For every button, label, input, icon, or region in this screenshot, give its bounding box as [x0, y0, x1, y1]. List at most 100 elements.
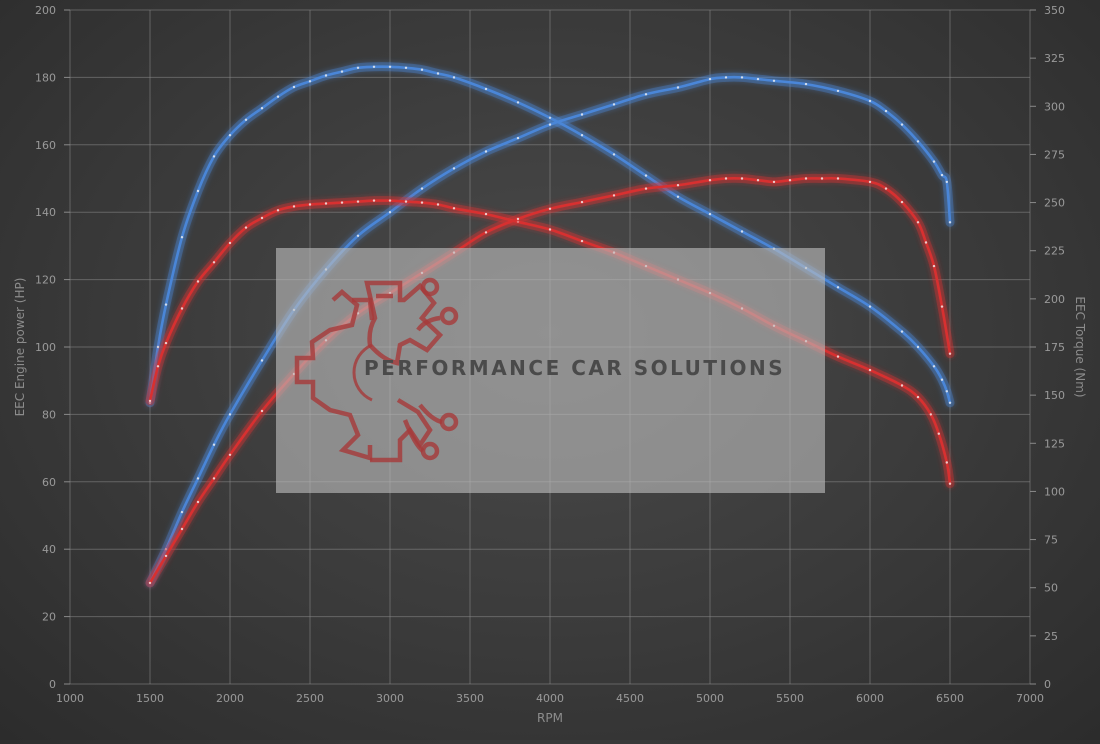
data-point [940, 173, 944, 177]
data-point [916, 345, 920, 349]
data-point [948, 401, 952, 404]
data-point [324, 74, 328, 77]
y2-tick-label: 225 [1044, 245, 1065, 258]
series-1 [145, 72, 955, 588]
data-point [404, 200, 408, 203]
data-point [244, 118, 248, 122]
data-point [644, 93, 648, 96]
data-point [740, 230, 744, 233]
data-point [388, 65, 392, 69]
x-tick-label: 1500 [136, 692, 164, 705]
y2-tick-label: 325 [1044, 52, 1065, 65]
series-3 [145, 173, 955, 588]
y-tick-label: 180 [35, 71, 56, 84]
data-point [788, 179, 792, 182]
data-point [548, 116, 552, 120]
data-point [937, 432, 940, 435]
watermark: PERFORMANCE CAR SOLUTIONS [276, 248, 825, 493]
y-tick-label: 200 [35, 4, 56, 17]
y-tick-label: 100 [35, 341, 56, 354]
data-point [308, 80, 312, 83]
data-point [676, 86, 680, 89]
watermark-text: PERFORMANCE CAR SOLUTIONS [364, 356, 785, 380]
data-point [228, 241, 232, 245]
data-point [156, 365, 160, 368]
y2-tick-label: 0 [1044, 678, 1051, 691]
data-point [212, 477, 216, 480]
data-point [484, 212, 488, 216]
y-tick-label: 80 [42, 408, 56, 421]
x-tick-label: 2500 [296, 692, 324, 705]
y2-tick-label: 125 [1044, 437, 1065, 450]
data-point [228, 134, 232, 137]
data-point [612, 103, 616, 106]
data-point [164, 341, 168, 345]
data-point [164, 554, 168, 558]
data-point [724, 76, 728, 79]
data-point [292, 205, 296, 208]
series-line [148, 199, 952, 485]
x-axis-title: RPM [537, 711, 563, 725]
data-point [772, 79, 776, 83]
data-point [916, 395, 920, 399]
y-tick-label: 140 [35, 206, 56, 219]
x-tick-label: 2000 [216, 692, 244, 705]
data-point [932, 264, 936, 268]
data-point [868, 368, 872, 372]
x-tick-label: 6000 [856, 692, 884, 705]
data-point [452, 167, 456, 170]
data-point [948, 482, 952, 485]
y-tick-label: 120 [35, 274, 56, 287]
data-point [244, 226, 248, 229]
y2-tick-label: 150 [1044, 389, 1065, 402]
data-point [945, 180, 948, 184]
x-tick-label: 5000 [696, 692, 724, 705]
data-point [756, 77, 760, 81]
data-point [212, 443, 216, 446]
gear-circuit-logo-icon [294, 277, 459, 463]
data-point [644, 187, 648, 190]
data-point [156, 345, 160, 349]
x-tick-label: 5500 [776, 692, 804, 705]
y2-tick-label: 300 [1044, 100, 1065, 113]
data-point [868, 99, 872, 103]
data-point [212, 261, 216, 264]
series-line [148, 65, 952, 405]
data-point [484, 150, 488, 153]
data-point [484, 87, 488, 91]
data-point [436, 203, 440, 206]
data-point [548, 123, 552, 126]
data-point [420, 187, 424, 190]
data-point [945, 390, 948, 393]
data-point [212, 155, 216, 158]
data-point [948, 352, 952, 355]
y2-tick-label: 100 [1044, 485, 1065, 498]
series-0 [145, 62, 955, 408]
data-point [804, 177, 808, 180]
data-point [372, 199, 376, 202]
y-tick-label: 160 [35, 139, 56, 152]
x-tick-label: 4500 [616, 692, 644, 705]
data-point [708, 212, 712, 216]
data-point [340, 201, 344, 204]
data-point [580, 239, 584, 243]
data-point [436, 72, 440, 75]
y2-tick-label: 275 [1044, 148, 1065, 161]
y-tick-label: 0 [49, 678, 56, 691]
data-point [148, 399, 152, 403]
data-point [260, 216, 264, 220]
data-point [276, 209, 280, 212]
data-point [916, 221, 920, 224]
data-point [340, 70, 344, 73]
data-point [900, 384, 904, 387]
data-point [180, 527, 184, 531]
data-point [676, 195, 680, 198]
data-point [516, 136, 520, 140]
x-tick-label: 7000 [1016, 692, 1044, 705]
data-point [924, 241, 928, 244]
data-point [164, 303, 168, 306]
data-point [180, 236, 184, 239]
y-tick-label: 40 [42, 543, 56, 556]
